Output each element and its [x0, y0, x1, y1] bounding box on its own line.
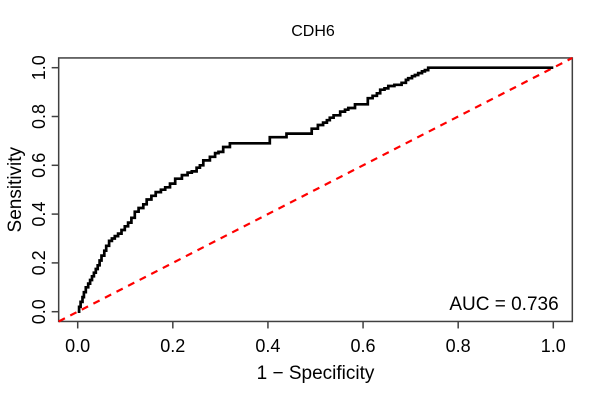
auc-annotation: AUC = 0.736: [449, 294, 558, 315]
y-tick-label: 0.8: [29, 104, 49, 129]
y-tick-label: 0.4: [29, 202, 49, 227]
y-tick-label: 0.2: [29, 250, 49, 275]
x-tick-label: 0.2: [160, 336, 185, 356]
roc-curve: [77, 66, 554, 314]
x-tick-label: 1.0: [541, 336, 566, 356]
chart-title: CDH6: [291, 23, 335, 40]
y-tick-label: 0.6: [29, 153, 49, 178]
x-tick-label: 0.4: [255, 336, 280, 356]
plot-area: 0.0 0.2 0.4 0.6 0.8 1.0 0.0 0.2 0.4 0.6 0.8 1.0: [29, 55, 574, 356]
x-axis-label: 1 − Specificity: [257, 363, 375, 384]
plot-box: [57, 57, 574, 323]
x-tick-label: 0.6: [351, 336, 376, 356]
x-tick-label: 0.0: [65, 336, 90, 356]
y-axis-label: Sensitivity: [5, 146, 26, 232]
y-tick-label: 1.0: [29, 55, 49, 80]
reference-line: [58, 56, 573, 323]
y-tick-label: 0.0: [29, 299, 49, 324]
x-tick-label: 0.8: [446, 336, 471, 356]
